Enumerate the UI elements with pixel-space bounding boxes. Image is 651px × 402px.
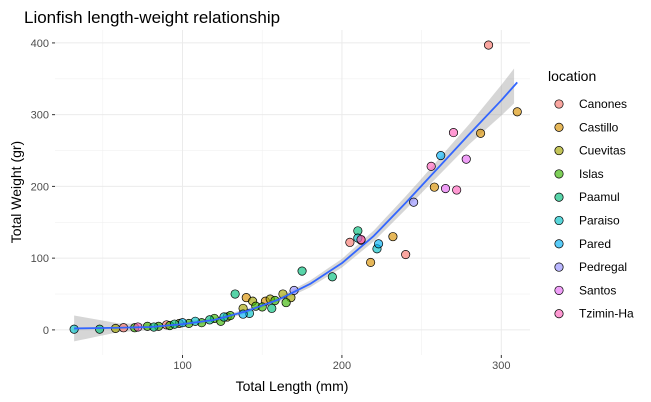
data-point [461, 154, 471, 164]
legend-key [554, 169, 564, 179]
x-tick-label: 200 [333, 360, 351, 372]
trend-layer [74, 81, 518, 330]
data-point [401, 250, 411, 260]
data-point [267, 303, 277, 313]
data-point [436, 151, 446, 161]
y-tick-label: 200 [31, 181, 49, 193]
data-point [177, 318, 188, 328]
legend-label: Paamul [579, 190, 620, 204]
data-point [429, 182, 439, 192]
data-point [448, 128, 459, 138]
y-axis-title: Total Weight (gr) [8, 141, 24, 243]
data-point [366, 257, 376, 268]
legend-key [554, 192, 564, 202]
data-point [327, 272, 337, 282]
x-tick-label: 300 [492, 360, 510, 372]
legend-key [554, 309, 564, 319]
legend-label: Paraiso [579, 214, 620, 228]
data-point [281, 298, 291, 308]
chart-title: Lionfish length-weight relationship [24, 8, 280, 27]
y-tick-labels: 0 100 200 300 400 [31, 38, 55, 337]
grid-lines [55, 30, 530, 355]
y-tick-label: 0 [43, 325, 49, 337]
data-point [426, 161, 436, 171]
data-point [409, 197, 419, 207]
data-point [452, 185, 462, 195]
legend-label: Canones [579, 97, 627, 111]
legend-label: Tzimin-Ha [579, 307, 634, 321]
data-point [484, 40, 494, 50]
y-tick-label: 400 [31, 38, 49, 50]
legend-title: location [548, 68, 596, 84]
x-tick-labels: 100 200 300 [173, 355, 510, 372]
trend-line [74, 81, 518, 330]
legend-key [554, 122, 564, 132]
legend-label: Cuevitas [579, 144, 626, 158]
y-tick-label: 300 [31, 110, 49, 122]
legend-key [554, 239, 564, 249]
legend-label: Castillo [579, 120, 619, 134]
data-point [476, 128, 486, 138]
data-point [512, 107, 522, 117]
y-tick-label: 100 [31, 253, 49, 265]
x-tick-label: 100 [173, 360, 191, 372]
legend-label: Pedregal [579, 260, 627, 274]
legend-key [554, 99, 564, 109]
legend-key [554, 215, 564, 226]
x-axis-title: Total Length (mm) [236, 378, 349, 394]
legend-key [554, 285, 564, 295]
data-point [95, 324, 105, 334]
data-point [440, 184, 451, 194]
legend-label: Santos [579, 283, 616, 297]
data-point [345, 237, 355, 247]
data-point [388, 232, 398, 242]
data-point [230, 289, 240, 299]
legend-label: Pared [579, 237, 611, 251]
legend: Canones Castillo Cuevitas Islas Paamul Parais… [554, 97, 634, 321]
legend-label: Islas [579, 167, 604, 181]
legend-key [554, 262, 564, 272]
data-point [297, 266, 307, 276]
data-point [374, 239, 384, 249]
legend-key [554, 146, 564, 156]
data-point [356, 234, 366, 245]
